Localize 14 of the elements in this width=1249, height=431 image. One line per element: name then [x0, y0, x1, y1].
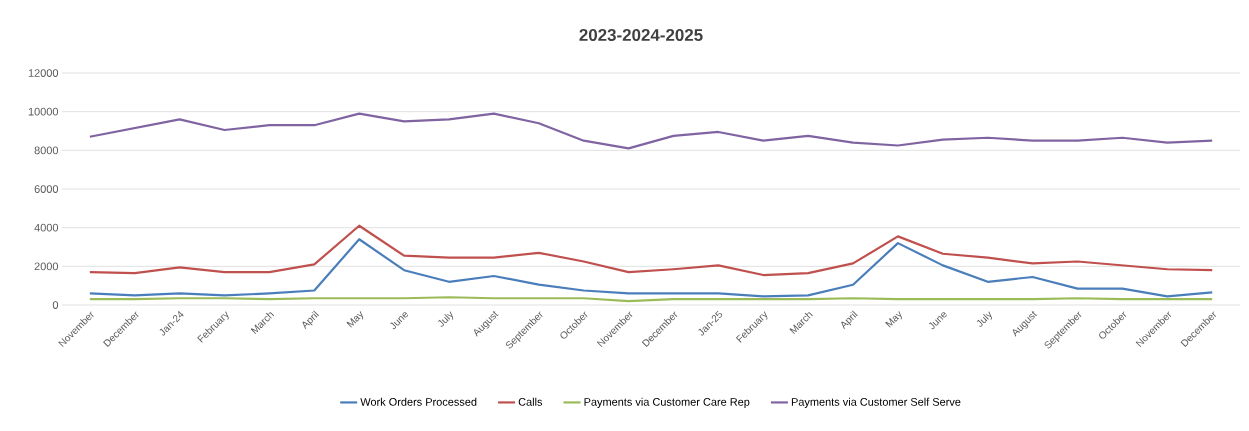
- legend-label: Payments via Customer Care Rep: [584, 397, 750, 408]
- legend-label: Work Orders Processed: [360, 397, 477, 406]
- chart-title: 2023-2024-2025: [579, 28, 703, 41]
- y-tick-label: 8000: [34, 146, 59, 155]
- y-tick-label: 12000: [28, 69, 59, 77]
- y-tick-label: 10000: [28, 107, 59, 116]
- y-tick-label: 6000: [34, 185, 59, 193]
- legend-label: Calls: [518, 397, 543, 406]
- y-tick-label: 0: [52, 301, 59, 309]
- x-tick-label: July: [438, 311, 454, 327]
- y-tick-label: 2000: [34, 262, 59, 271]
- x-tick-label: July: [976, 311, 992, 327]
- legend-label: Payments via Customer Self Serve: [791, 397, 961, 408]
- y-tick-label: 4000: [34, 223, 59, 232]
